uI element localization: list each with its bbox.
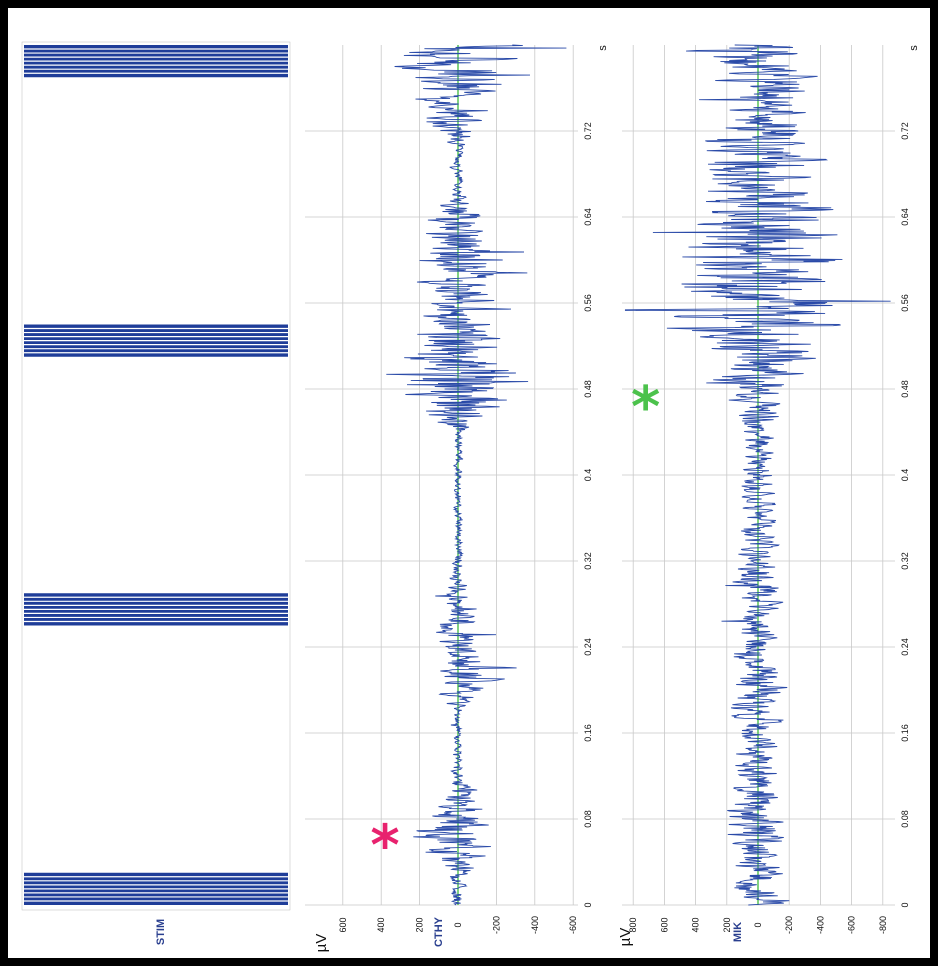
cthy-amp-tick-label: -600 (568, 916, 578, 934)
mik-amp-tick-label: -600 (847, 916, 857, 934)
stim-bursts (24, 45, 288, 905)
mik-unit-label: µV (617, 928, 634, 947)
mik-time-tick-label: 0.56 (900, 294, 910, 312)
stim-panel: STIM (21, 41, 291, 945)
mik-time-tick-label: 0.08 (900, 810, 910, 828)
cthy-seconds-label: s (597, 45, 609, 51)
cthy-time-tick-label: 0.48 (583, 380, 593, 398)
mik-amp-tick-label: 200 (722, 917, 732, 932)
mik-time-tick-label: 0.48 (900, 380, 910, 398)
cthy-time-tick-label: 0.56 (583, 294, 593, 312)
mik-time-tick-label: 0.24 (900, 638, 910, 656)
mik-panel: 800 600 400 200 0 -200 -400 -600 -800 00.080.160… (617, 44, 920, 947)
mik-amp-tick-label: 0 (753, 922, 763, 927)
mik-time-tick-label: 0.64 (900, 208, 910, 226)
mik-amp-tick-label: -200 (784, 916, 794, 934)
cthy-time-tick-label: 0.72 (583, 122, 593, 140)
cthy-trace (386, 44, 567, 906)
mik-time-ticks: 0 0.08 0.16 0.24 0.32 0.4 0.48 0.56 0.64 0.72 (900, 122, 910, 907)
mik-amp-tick-label: -800 (878, 916, 888, 934)
cthy-time-tick-label: 0.16 (583, 724, 593, 742)
mik-time-tick-label: 0 (900, 902, 910, 907)
mik-time-tick-label: 0.16 (900, 724, 910, 742)
mik-asterisk-marker: * (631, 375, 660, 440)
cthy-amp-tick-label: 0 (453, 922, 463, 927)
stim-channel-label: STIM (155, 919, 167, 945)
cthy-time-ticks: 0 0.08 0.16 0.24 0.32 0.4 0.48 0.56 0.64 0.72 (583, 122, 593, 907)
mik-seconds-label: s (908, 45, 920, 51)
mik-amp-tick-label: 600 (659, 917, 669, 932)
mik-amplitude-ticks: 800 600 400 200 0 -200 -400 -600 -800 (628, 916, 888, 934)
mik-time-tick-label: 0.4 (900, 469, 910, 482)
cthy-amp-tick-label: 200 (415, 917, 425, 932)
mik-trace (624, 44, 891, 906)
cthy-unit-label: µV (313, 934, 330, 953)
cthy-amp-tick-label: -200 (491, 916, 501, 934)
cthy-amp-tick-label: -400 (530, 916, 540, 934)
cthy-time-tick-label: 0.24 (583, 638, 593, 656)
cthy-amp-tick-label: 600 (338, 917, 348, 932)
mik-time-tick-label: 0.72 (900, 122, 910, 140)
mik-channel-label: MIK (732, 922, 744, 942)
mik-time-tick-label: 0.32 (900, 552, 910, 570)
mik-amp-tick-label: 400 (691, 917, 701, 932)
cthy-channel-label: CTHY (433, 916, 445, 947)
cthy-amp-tick-label: 400 (376, 917, 386, 932)
cthy-amplitude-ticks: 600 400 200 0 -200 -400 -600 (338, 916, 578, 934)
cthy-time-tick-label: 0.32 (583, 552, 593, 570)
cthy-time-tick-label: 0.64 (583, 208, 593, 226)
cthy-time-tick-label: 0.4 (583, 469, 593, 482)
cthy-panel: 600 400 200 0 -200 -400 -600 0 0.08 0.16 0.24 0.32… (305, 44, 609, 953)
cthy-time-tick-label: 0 (583, 902, 593, 907)
cthy-gridlines (305, 45, 578, 906)
cthy-time-tick-label: 0.08 (583, 810, 593, 828)
stim-plot-area (21, 41, 291, 911)
mik-amp-tick-label: 800 (628, 917, 638, 932)
mik-amp-tick-label: -400 (815, 916, 825, 934)
cthy-asterisk-marker: * (370, 814, 399, 879)
